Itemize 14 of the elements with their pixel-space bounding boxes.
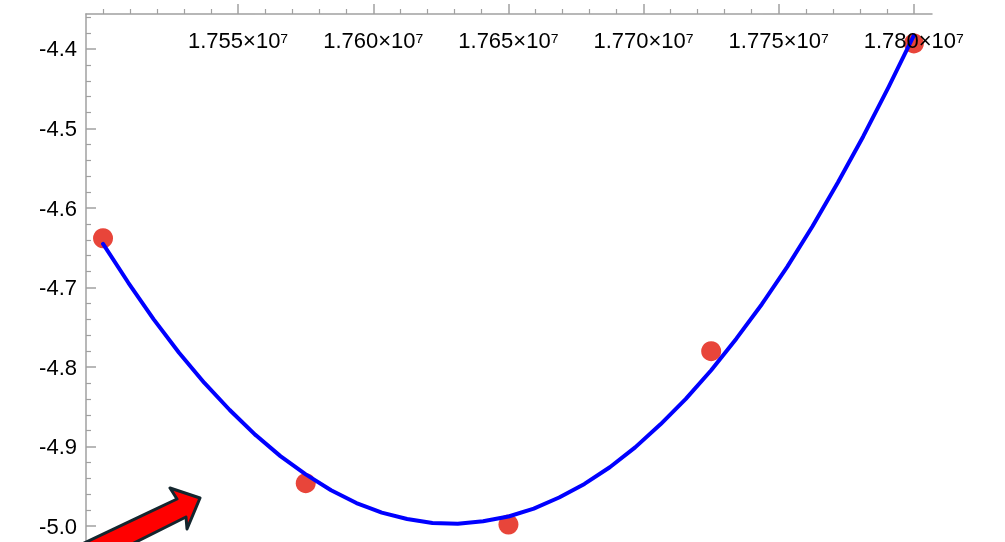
y-tick-label: -4.7 [39, 275, 77, 301]
x-tick-label: 1.770×10⁷ [593, 27, 694, 53]
y-tick-label: -4.8 [39, 354, 77, 380]
y-tick-label: -4.4 [39, 36, 77, 62]
y-tick-label: -4.9 [39, 434, 77, 460]
y-tick-label: -4.6 [39, 195, 77, 221]
point [701, 341, 722, 362]
y-tick-label: -4.5 [39, 116, 77, 142]
y-tick-label: -5.0 [39, 513, 77, 539]
x-tick-label: 1.760×10⁷ [323, 27, 424, 53]
x-tick-label: 1.775×10⁷ [728, 27, 829, 53]
x-tick-label: 1.765×10⁷ [458, 27, 559, 53]
point [93, 228, 114, 249]
x-tick-label: 1.755×10⁷ [188, 27, 289, 53]
